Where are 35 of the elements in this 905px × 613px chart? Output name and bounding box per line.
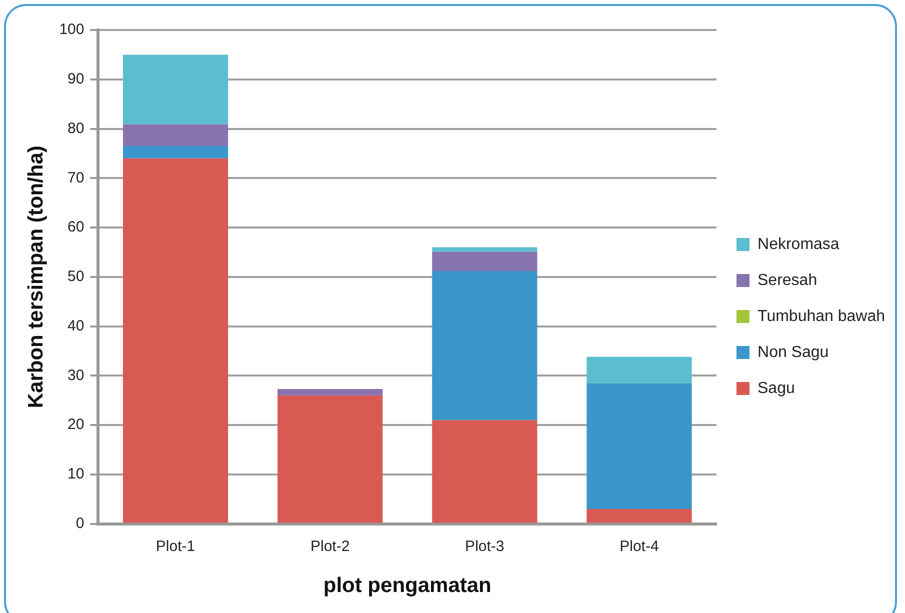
x-tick-label: Plot-3 xyxy=(465,538,504,555)
legend-label: Sagu xyxy=(758,380,795,397)
bar xyxy=(586,508,692,523)
bar xyxy=(122,124,228,146)
x-axis-title: plot pengamatan xyxy=(323,574,492,598)
legend-label: Nekromasa xyxy=(758,236,840,253)
x-tick-label: Plot-2 xyxy=(310,538,350,555)
y-tick-label: 50 xyxy=(68,268,84,286)
y-tick-label: 0 xyxy=(76,514,84,532)
legend-label: Tumbuhan bawah xyxy=(758,308,886,325)
bar xyxy=(278,395,383,523)
y-tick-label: 60 xyxy=(68,218,84,236)
x-tick-label: Plot-4 xyxy=(620,538,659,555)
bar xyxy=(586,356,692,384)
y-tick-label: 20 xyxy=(68,416,84,434)
y-tick-label: 30 xyxy=(68,366,84,384)
legend-label: Non Sagu xyxy=(758,344,829,361)
y-tick-label: 80 xyxy=(68,120,84,137)
y-tick-label: 90 xyxy=(68,70,84,88)
bar xyxy=(586,384,692,509)
bar xyxy=(122,146,228,158)
y-tick-label: 100 xyxy=(59,21,84,38)
bar xyxy=(432,252,538,271)
y-tick-label: 10 xyxy=(68,466,84,483)
bar xyxy=(432,247,538,252)
bar xyxy=(122,158,228,523)
bar xyxy=(432,420,538,523)
y-axis-title: Karbon tersimpan (ton/ha) xyxy=(24,146,48,408)
x-tick-label: Plot-1 xyxy=(156,538,196,555)
bar xyxy=(278,388,383,396)
y-tick-label: 70 xyxy=(68,169,84,186)
bar xyxy=(122,54,228,124)
legend-label: Seresah xyxy=(758,272,818,289)
bar xyxy=(432,270,538,420)
y-tick-label: 40 xyxy=(68,317,84,334)
